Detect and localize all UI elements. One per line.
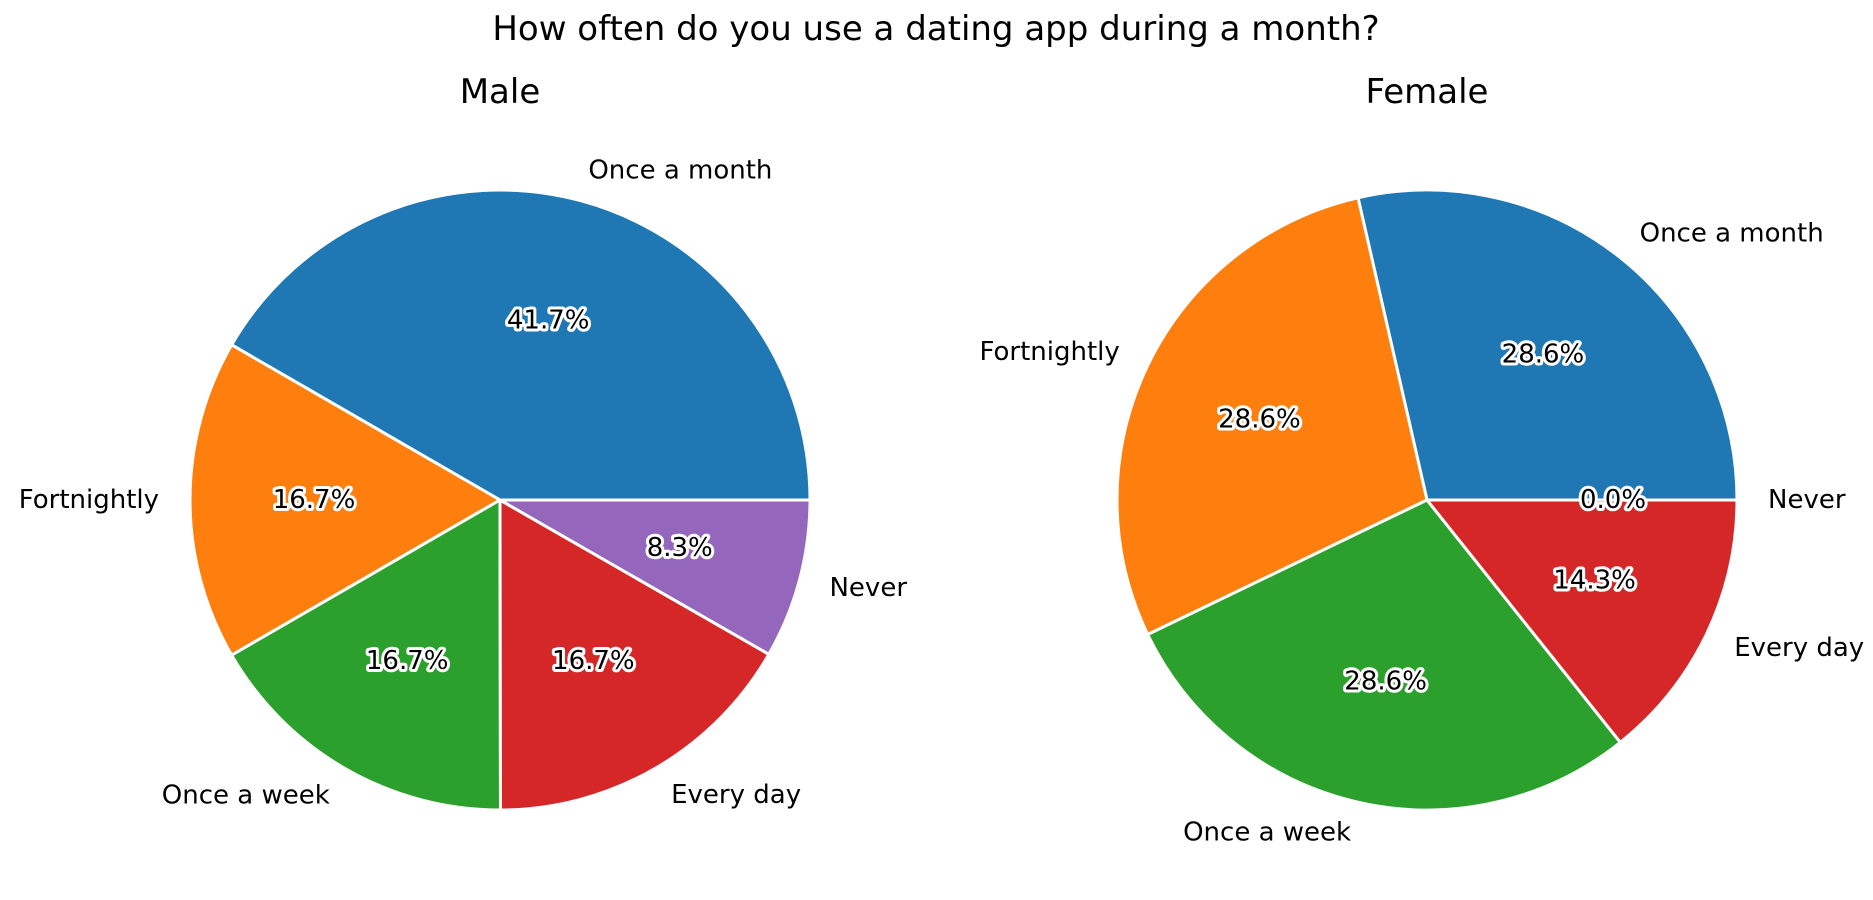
category-label-female-fortnightly: Fortnightly [979, 337, 1119, 367]
slice-male-once-a-month [230, 188, 812, 502]
category-label-male-fortnightly: Fortnightly [19, 485, 159, 515]
pie-title-female: Female [1366, 72, 1489, 112]
pct-label-male-fortnightly: 16.7% [273, 485, 356, 515]
category-label-male-once-a-month: Once a month [588, 156, 772, 186]
slice-female-once-a-month [1356, 188, 1739, 502]
category-label-male-every-day: Every day [671, 780, 801, 810]
slice-female-once-a-week [1146, 498, 1622, 812]
pct-label-female-never: 0.0% [1580, 485, 1646, 515]
slice-male-never [498, 498, 812, 656]
slice-female-fortnightly [1115, 196, 1429, 637]
pct-label-female-once-a-week: 28.6% [1344, 666, 1427, 696]
pct-label-male-every-day: 16.7% [552, 646, 635, 676]
pct-label-male-once-a-month: 41.7% [507, 305, 590, 335]
category-label-male-once-a-week: Once a week [162, 780, 330, 810]
pie-female: Female 28.6% Once a month 28.6% Fortnightly 2… [979, 72, 1864, 847]
pct-label-female-once-a-month: 28.6% [1502, 340, 1585, 370]
category-label-female-once-a-week: Once a week [1183, 817, 1351, 847]
category-label-female-never: Never [1768, 485, 1846, 515]
category-label-female-every-day: Every day [1734, 633, 1864, 663]
figure-title: How often do you use a dating app during… [492, 9, 1379, 49]
category-label-female-once-a-month: Once a month [1640, 218, 1824, 248]
pie-male: Male 41.7% Once a month 16.7% Fortnightly 16.… [19, 72, 907, 812]
pct-label-male-once-a-week: 16.7% [366, 646, 449, 676]
pct-label-female-every-day: 14.3% [1553, 566, 1636, 596]
slice-male-fortnightly [188, 343, 502, 657]
slice-female-every-day [1425, 498, 1739, 744]
pct-label-male-never: 8.3% [647, 533, 713, 563]
slice-male-once-a-week [230, 498, 502, 812]
pie-title-male: Male [460, 72, 541, 112]
pct-label-female-fortnightly: 28.6% [1218, 404, 1301, 434]
category-label-male-never: Never [829, 573, 907, 603]
slice-male-every-day [498, 498, 771, 812]
